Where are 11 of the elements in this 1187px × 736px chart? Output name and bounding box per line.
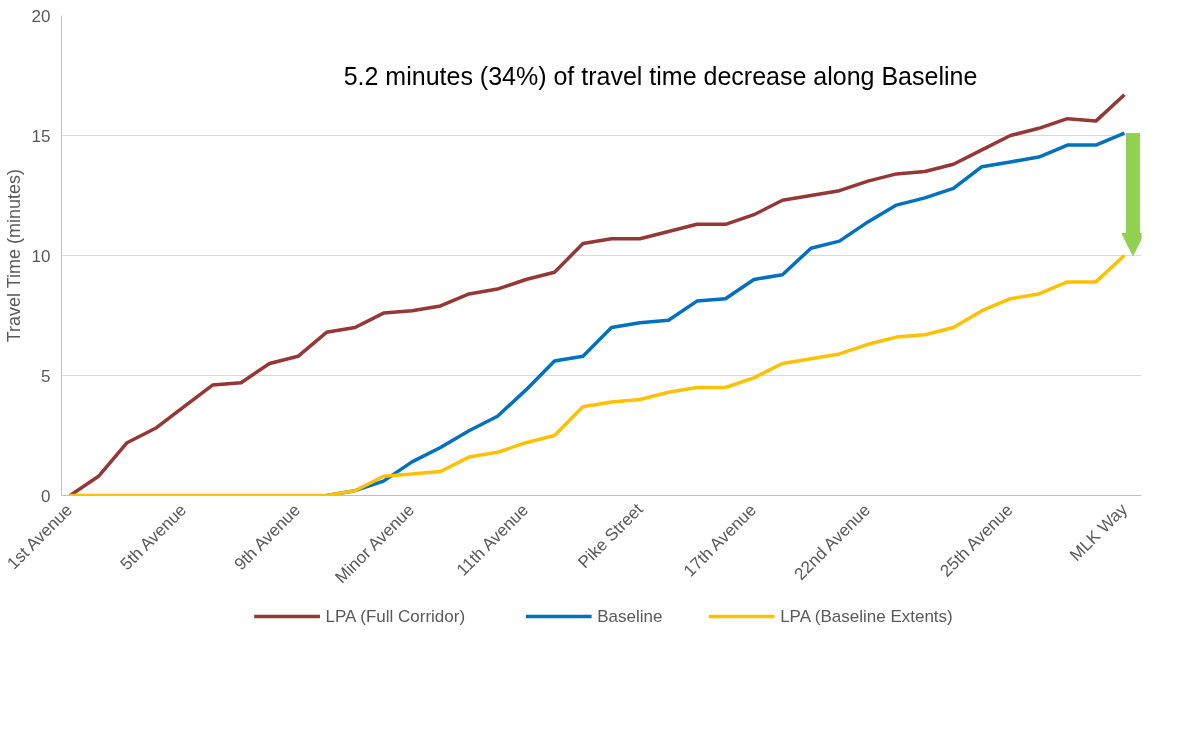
legend-label: Baseline (597, 607, 663, 626)
line-series (68, 92, 1127, 496)
annotation: 5.2 minutes (34%) of travel time decrease along Baseline (343, 61, 978, 90)
legend-label: LPA (Full Corridor) (325, 607, 466, 626)
y-tick-label: 15 (31, 126, 51, 146)
y-tick-label: 5 (41, 366, 51, 386)
y-axis-title: Travel Time (minutes) (3, 168, 24, 343)
y-tick-label: 0 (41, 486, 51, 506)
y-tick-label: 20 (31, 6, 51, 26)
legend-label: LPA (Baseline Extents) (780, 607, 953, 626)
y-tick-label: 10 (31, 246, 51, 266)
